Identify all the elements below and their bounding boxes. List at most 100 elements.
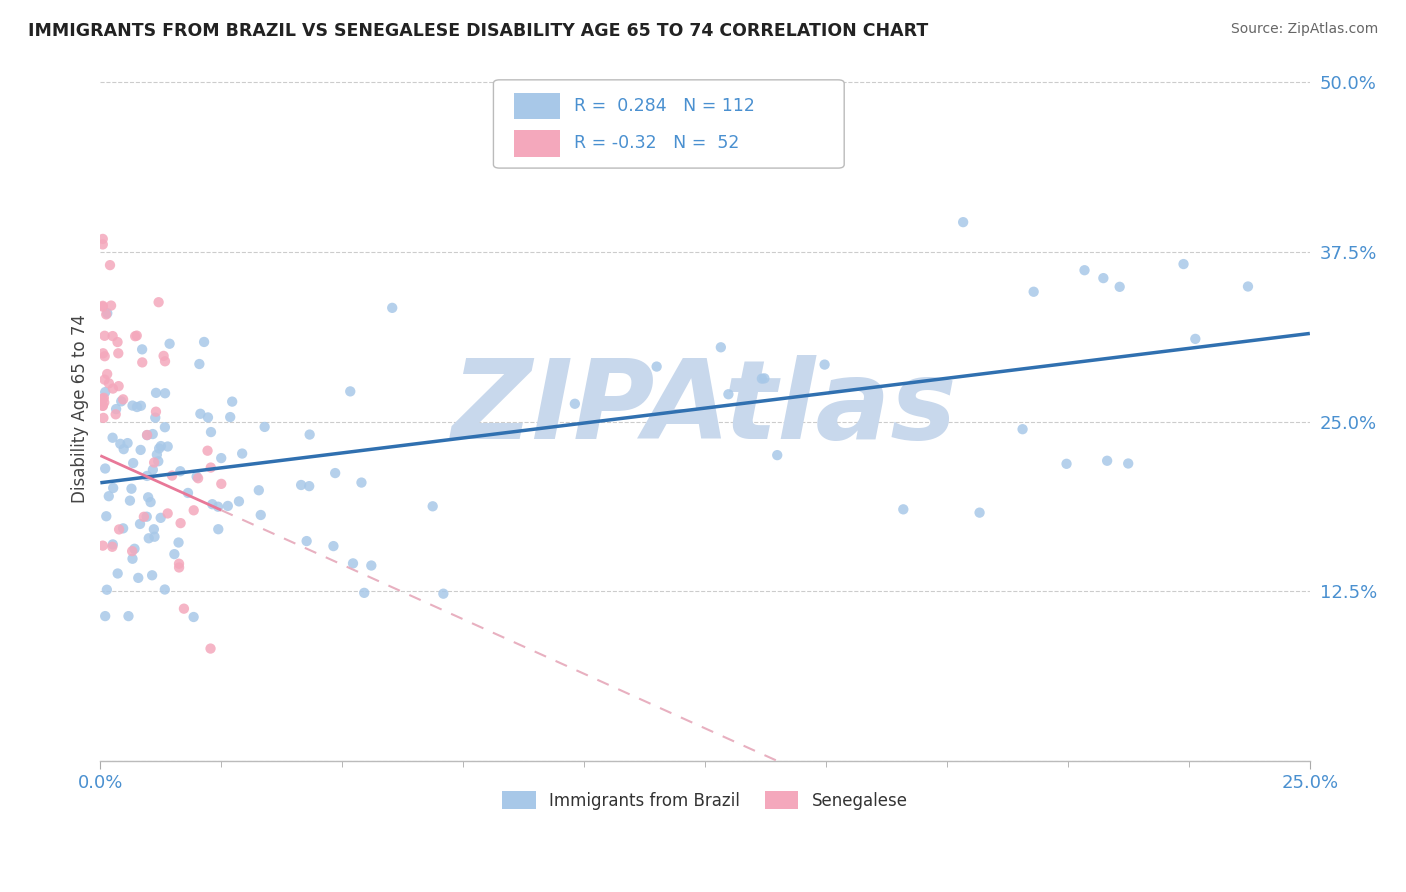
Point	[188, 357, 211, 371]
Point	[298, 427, 321, 442]
Point	[136, 428, 159, 442]
Point	[129, 442, 152, 457]
Point	[96, 582, 118, 597]
Point	[98, 258, 121, 272]
Point	[104, 407, 127, 421]
Point	[108, 523, 131, 537]
Point	[432, 587, 454, 601]
Point	[122, 456, 145, 470]
Point	[143, 530, 166, 544]
Point	[156, 440, 179, 454]
Point	[121, 399, 143, 413]
Point	[207, 522, 229, 536]
Point	[152, 349, 174, 363]
Point	[110, 437, 132, 451]
Point	[125, 400, 148, 414]
Point	[136, 428, 159, 442]
Point	[93, 391, 115, 405]
Point	[754, 371, 776, 385]
Point	[253, 420, 276, 434]
Point	[142, 522, 165, 536]
Point	[91, 399, 114, 413]
Point	[381, 301, 404, 315]
Point	[221, 394, 243, 409]
Point	[107, 346, 129, 360]
Text: Source: ZipAtlas.com: Source: ZipAtlas.com	[1230, 22, 1378, 37]
Point	[295, 534, 318, 549]
Point	[1116, 457, 1139, 471]
Point	[91, 399, 114, 413]
Point	[93, 411, 115, 425]
Point	[107, 379, 129, 393]
Point	[322, 539, 344, 553]
Point	[145, 405, 167, 419]
Point	[142, 427, 165, 442]
Text: ZIPAtlas: ZIPAtlas	[453, 355, 957, 461]
Point	[125, 328, 148, 343]
Point	[422, 500, 444, 514]
FancyBboxPatch shape	[515, 130, 560, 157]
Point	[360, 558, 382, 573]
Point	[1173, 257, 1195, 271]
Point	[167, 557, 190, 571]
Point	[190, 407, 212, 421]
Point	[94, 385, 117, 400]
Point	[159, 336, 181, 351]
Point	[197, 410, 219, 425]
Point	[121, 482, 143, 496]
Point	[342, 557, 364, 571]
Point	[350, 475, 373, 490]
Point	[131, 355, 153, 369]
Point	[101, 382, 124, 396]
Point	[93, 395, 115, 409]
Point	[129, 516, 152, 531]
Point	[121, 544, 143, 558]
Point	[219, 410, 242, 425]
Point	[127, 571, 149, 585]
Point	[91, 539, 114, 553]
Point	[193, 334, 215, 349]
Point	[107, 334, 129, 349]
Y-axis label: Disability Age 65 to 74: Disability Age 65 to 74	[72, 314, 89, 502]
Point	[141, 568, 163, 582]
Point	[153, 582, 176, 597]
Point	[105, 402, 128, 417]
Point	[96, 367, 118, 381]
Point	[187, 471, 209, 485]
Point	[135, 509, 157, 524]
FancyBboxPatch shape	[494, 80, 844, 168]
Point	[153, 354, 176, 368]
Point	[169, 464, 191, 478]
Point	[91, 237, 114, 252]
Point	[1073, 263, 1095, 277]
Point	[132, 509, 155, 524]
Point	[96, 509, 118, 524]
Point	[167, 560, 190, 574]
Point	[717, 387, 740, 401]
Point	[167, 535, 190, 549]
Point	[564, 397, 586, 411]
Point	[136, 490, 159, 504]
Point	[148, 295, 170, 310]
Point	[209, 451, 232, 466]
Point	[323, 466, 346, 480]
Point	[160, 468, 183, 483]
Point	[143, 410, 166, 425]
Point	[149, 439, 172, 453]
Point	[117, 609, 139, 624]
Point	[183, 503, 205, 517]
Point	[121, 551, 143, 566]
Point	[1092, 271, 1115, 285]
Point	[969, 506, 991, 520]
Point	[93, 328, 115, 343]
Point	[200, 425, 222, 439]
Point	[952, 215, 974, 229]
Point	[93, 349, 115, 363]
Point	[131, 343, 153, 357]
Point	[209, 476, 232, 491]
Legend: Immigrants from Brazil, Senegalese: Immigrants from Brazil, Senegalese	[496, 785, 914, 816]
Point	[124, 541, 146, 556]
Point	[200, 460, 222, 475]
Point	[1056, 457, 1078, 471]
Point	[163, 547, 186, 561]
